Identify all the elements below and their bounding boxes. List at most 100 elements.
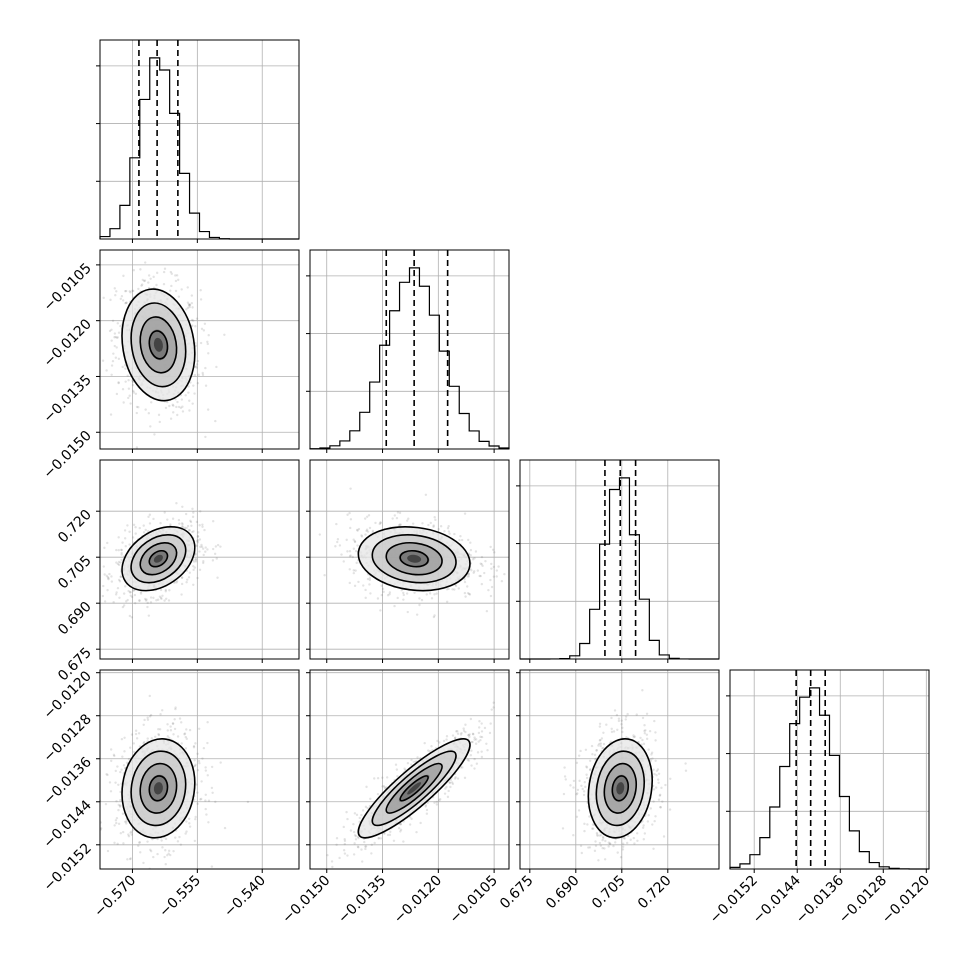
sample-point — [211, 520, 215, 523]
sample-point — [198, 761, 201, 765]
sample-point — [360, 534, 363, 537]
hist-step-line — [99, 57, 299, 240]
sample-point — [594, 844, 598, 847]
sample-point — [406, 761, 410, 765]
sample-point — [356, 529, 359, 532]
sample-point — [473, 757, 476, 761]
sample-point — [147, 281, 150, 284]
sample-point — [110, 759, 113, 763]
sample-point — [173, 718, 176, 721]
sample-point — [195, 520, 199, 524]
sample-point — [166, 735, 170, 738]
sample-point — [364, 805, 368, 809]
sample-point — [653, 719, 656, 723]
sample-point — [175, 580, 179, 583]
sample-point — [119, 575, 122, 579]
sample-point — [130, 733, 134, 736]
sample-point — [174, 706, 177, 709]
sample-point — [112, 600, 115, 604]
sample-point — [187, 304, 191, 307]
sample-point — [106, 849, 110, 853]
sample-point — [477, 726, 481, 729]
sample-point — [199, 510, 202, 513]
hist-frame — [519, 459, 720, 660]
sample-point — [201, 371, 204, 375]
sample-point — [128, 543, 131, 546]
sample-point — [435, 803, 439, 806]
sample-point — [124, 585, 127, 588]
sample-point — [117, 357, 121, 361]
sample-point — [154, 735, 157, 738]
sample-point — [373, 777, 376, 780]
sample-point — [174, 289, 178, 293]
sample-point — [196, 539, 199, 543]
sample-point — [189, 381, 192, 384]
sample-point — [353, 842, 356, 845]
sample-point — [195, 544, 199, 548]
sample-point — [196, 752, 199, 755]
sample-point — [495, 575, 498, 578]
sample-point — [171, 517, 175, 520]
sample-point — [473, 767, 476, 770]
sample-point — [464, 730, 467, 734]
sample-point — [180, 721, 183, 724]
sample-point — [427, 749, 430, 752]
sample-point — [656, 768, 660, 771]
sample-point — [201, 373, 205, 377]
sample-point — [138, 526, 141, 530]
sample-point — [206, 774, 209, 777]
sample-point — [127, 835, 131, 838]
scatter-panel-3-2 — [519, 669, 720, 870]
sample-point — [147, 515, 150, 519]
sample-point — [223, 826, 227, 830]
sample-point — [129, 857, 132, 860]
sample-point — [349, 526, 352, 530]
sample-point — [181, 410, 185, 413]
sample-point — [161, 594, 164, 598]
sample-point — [134, 525, 137, 529]
sample-point — [158, 728, 162, 731]
sample-point — [572, 786, 575, 789]
sample-point — [349, 829, 353, 832]
sample-point — [180, 742, 183, 745]
sample-point — [336, 538, 340, 541]
sample-point — [352, 822, 355, 826]
sample-point — [166, 518, 169, 521]
sample-point — [135, 737, 139, 740]
sample-point — [169, 289, 172, 292]
sample-point — [211, 547, 215, 551]
sample-point — [127, 589, 130, 593]
sample-point — [403, 767, 406, 770]
sample-point — [124, 367, 127, 370]
sample-point — [585, 773, 588, 776]
sample-point — [216, 576, 219, 579]
sample-point — [181, 505, 184, 509]
sample-point — [379, 837, 383, 840]
sample-point — [416, 756, 419, 759]
sample-point — [174, 274, 177, 277]
sample-point — [124, 380, 127, 383]
sample-point — [646, 820, 650, 823]
sample-point — [373, 841, 376, 845]
sample-point — [453, 588, 456, 591]
sample-point — [445, 785, 448, 789]
sample-point — [190, 524, 193, 527]
sample-point — [190, 301, 194, 305]
sample-point — [388, 593, 391, 596]
sample-point — [171, 722, 175, 725]
sample-point — [365, 528, 369, 531]
sample-point — [122, 401, 125, 404]
sample-point — [411, 522, 415, 525]
sample-point — [132, 269, 136, 272]
sample-point — [326, 853, 329, 857]
panel-contents — [310, 670, 509, 869]
sample-point — [111, 359, 115, 363]
sample-point — [138, 841, 141, 844]
sample-point — [132, 289, 135, 293]
panel-frame — [309, 459, 510, 660]
sample-point — [177, 278, 180, 282]
sample-point — [451, 588, 454, 591]
contour-level-2 — [385, 762, 443, 814]
sample-point — [202, 329, 206, 332]
sample-point — [103, 573, 106, 576]
